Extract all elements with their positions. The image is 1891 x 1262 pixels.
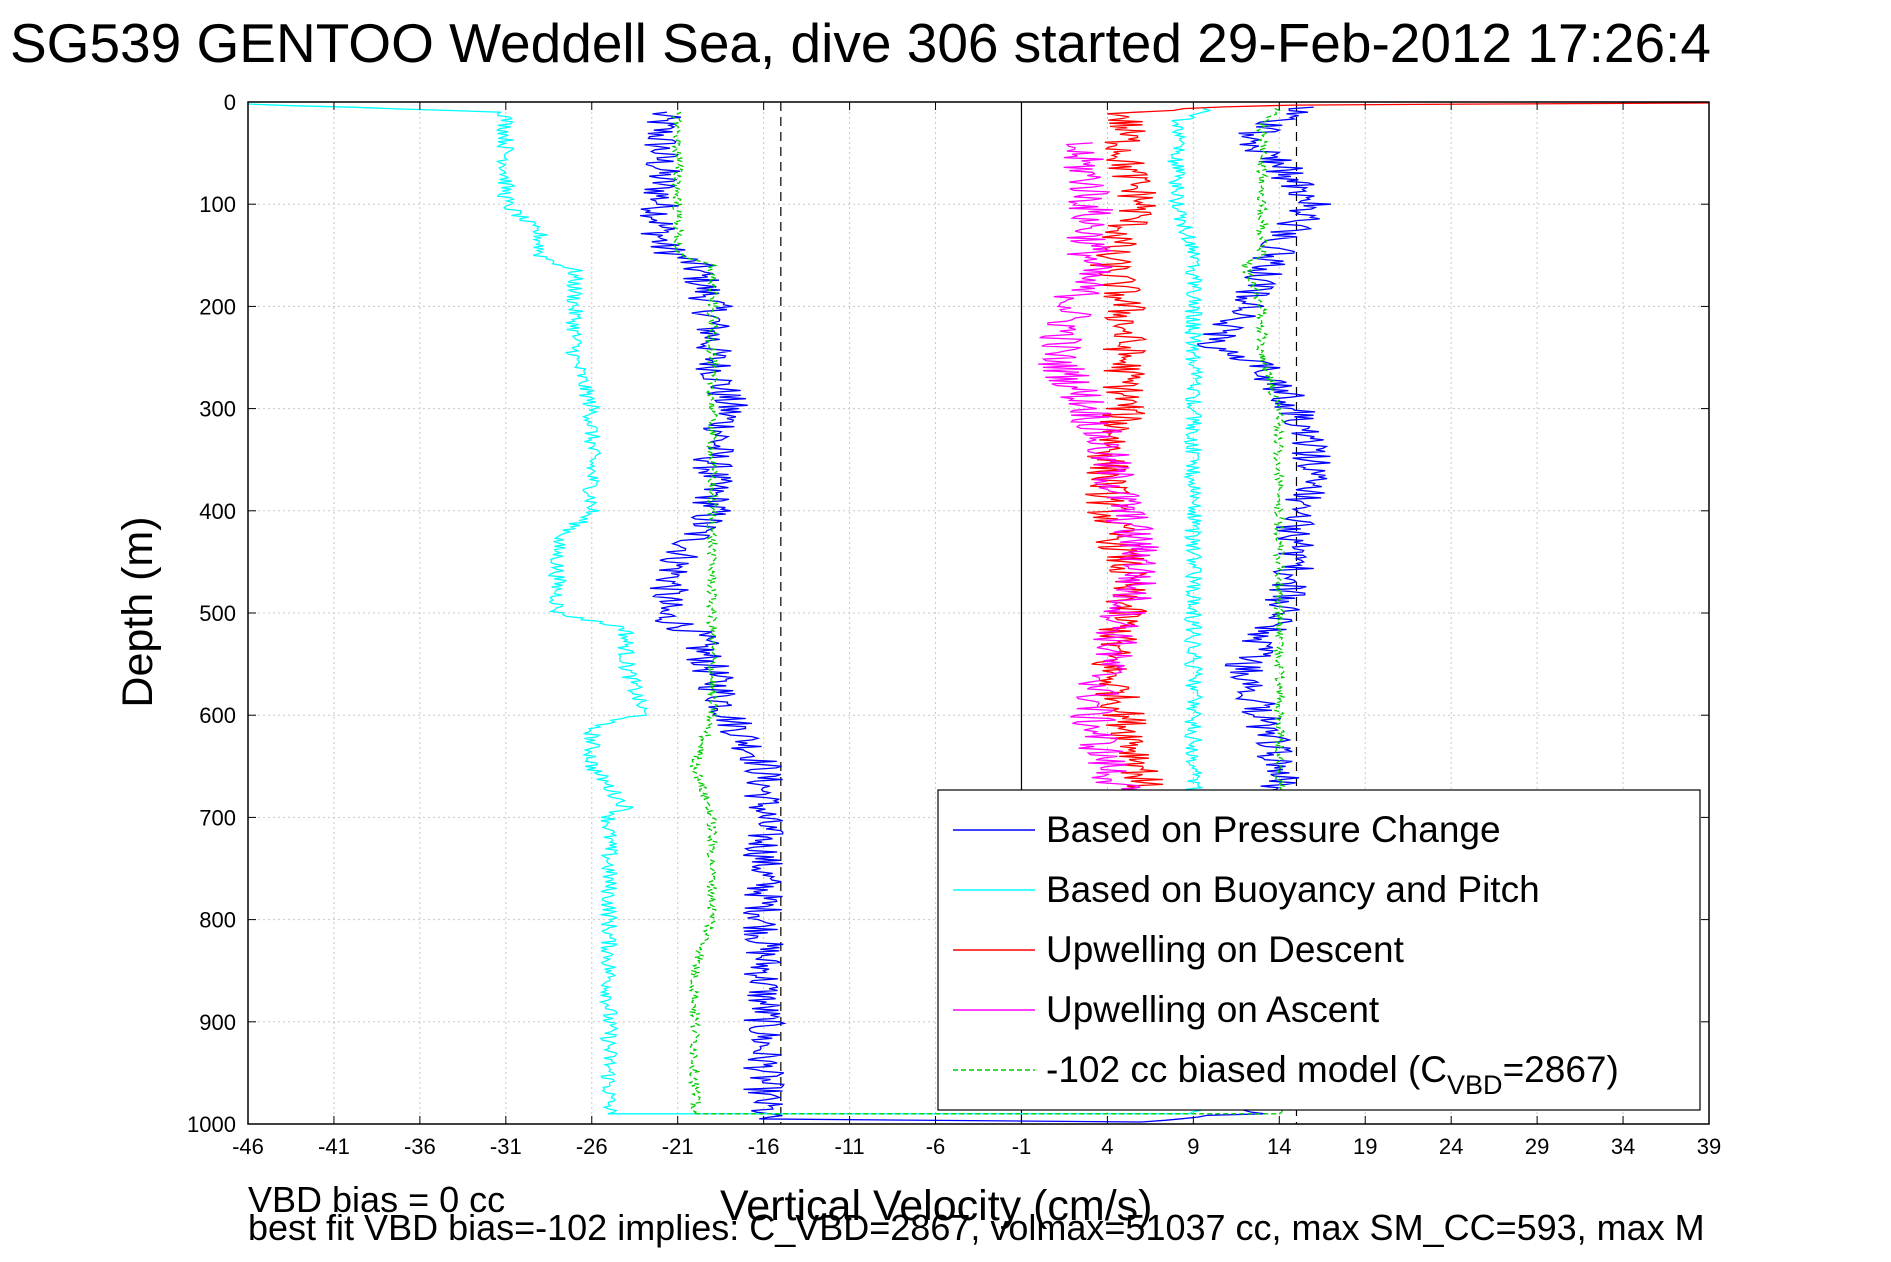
x-tick-label: 14 bbox=[1267, 1134, 1291, 1159]
x-tick-label: -41 bbox=[318, 1134, 350, 1159]
y-tick-label: 200 bbox=[199, 294, 236, 319]
x-tick-label: -21 bbox=[662, 1134, 694, 1159]
x-tick-label: -31 bbox=[490, 1134, 522, 1159]
y-tick-label: 100 bbox=[199, 192, 236, 217]
footer-line-1: VBD bias = 0 cc bbox=[248, 1179, 506, 1220]
x-tick-label: -1 bbox=[1012, 1134, 1032, 1159]
y-tick-label: 400 bbox=[199, 499, 236, 524]
x-tick-label: -16 bbox=[748, 1134, 780, 1159]
x-axis-label: Vertical Velocity (cm/s) bbox=[720, 1182, 1153, 1230]
legend-label: Upwelling on Ascent bbox=[1046, 989, 1380, 1030]
y-tick-label: 700 bbox=[199, 805, 236, 830]
x-tick-label: 29 bbox=[1525, 1134, 1549, 1159]
x-tick-label: -36 bbox=[404, 1134, 436, 1159]
x-tick-label: 19 bbox=[1353, 1134, 1377, 1159]
x-tick-label: -46 bbox=[232, 1134, 264, 1159]
footer-line-2: best fit VBD bias=-102 implies: C_VBD=28… bbox=[248, 1207, 1705, 1248]
legend-label: Upwelling on Descent bbox=[1046, 929, 1405, 970]
legend-label: Based on Pressure Change bbox=[1046, 809, 1501, 850]
legend: Based on Pressure Change Based on Buoyanc… bbox=[937, 789, 1701, 1111]
x-tick-label: -6 bbox=[926, 1134, 946, 1159]
series-line-4 bbox=[670, 106, 1287, 1115]
x-tick-label: -26 bbox=[576, 1134, 608, 1159]
y-tick-label: 500 bbox=[199, 601, 236, 626]
series-line-0 bbox=[640, 106, 1332, 1123]
y-tick-label: 800 bbox=[199, 908, 236, 933]
y-tick-label: 600 bbox=[199, 703, 236, 728]
y-tick-label: 300 bbox=[199, 397, 236, 422]
x-tick-label: 24 bbox=[1439, 1134, 1463, 1159]
y-tick-label: 1000 bbox=[187, 1112, 236, 1137]
x-tick-label: 9 bbox=[1187, 1134, 1199, 1159]
x-axis: -46 -41 -36 -31 -26 -21 -16 -11 -6 -1 4 9 14 19 24 29 34… bbox=[232, 102, 1721, 1159]
y-axis: 0 100 200 300 400 500 600 700 800 900 1000 bbox=[187, 90, 1709, 1137]
chart-title: SG539 GENTOO Weddell Sea, dive 306 start… bbox=[10, 12, 1711, 74]
series-line-3 bbox=[1038, 142, 1159, 798]
legend-box bbox=[937, 789, 1701, 1111]
data-series bbox=[247, 102, 1710, 1123]
y-tick-label: 900 bbox=[199, 1010, 236, 1035]
x-tick-label: 34 bbox=[1611, 1134, 1635, 1159]
y-axis-label: Depth (m) bbox=[114, 516, 162, 707]
x-tick-label: -11 bbox=[835, 1134, 865, 1159]
legend-label: Based on Buoyancy and Pitch bbox=[1046, 869, 1540, 910]
x-tick-label: 39 bbox=[1697, 1134, 1721, 1159]
x-tick-label: 4 bbox=[1101, 1134, 1113, 1159]
series-line-1 bbox=[247, 103, 1211, 1115]
y-tick-label: 0 bbox=[224, 90, 236, 115]
